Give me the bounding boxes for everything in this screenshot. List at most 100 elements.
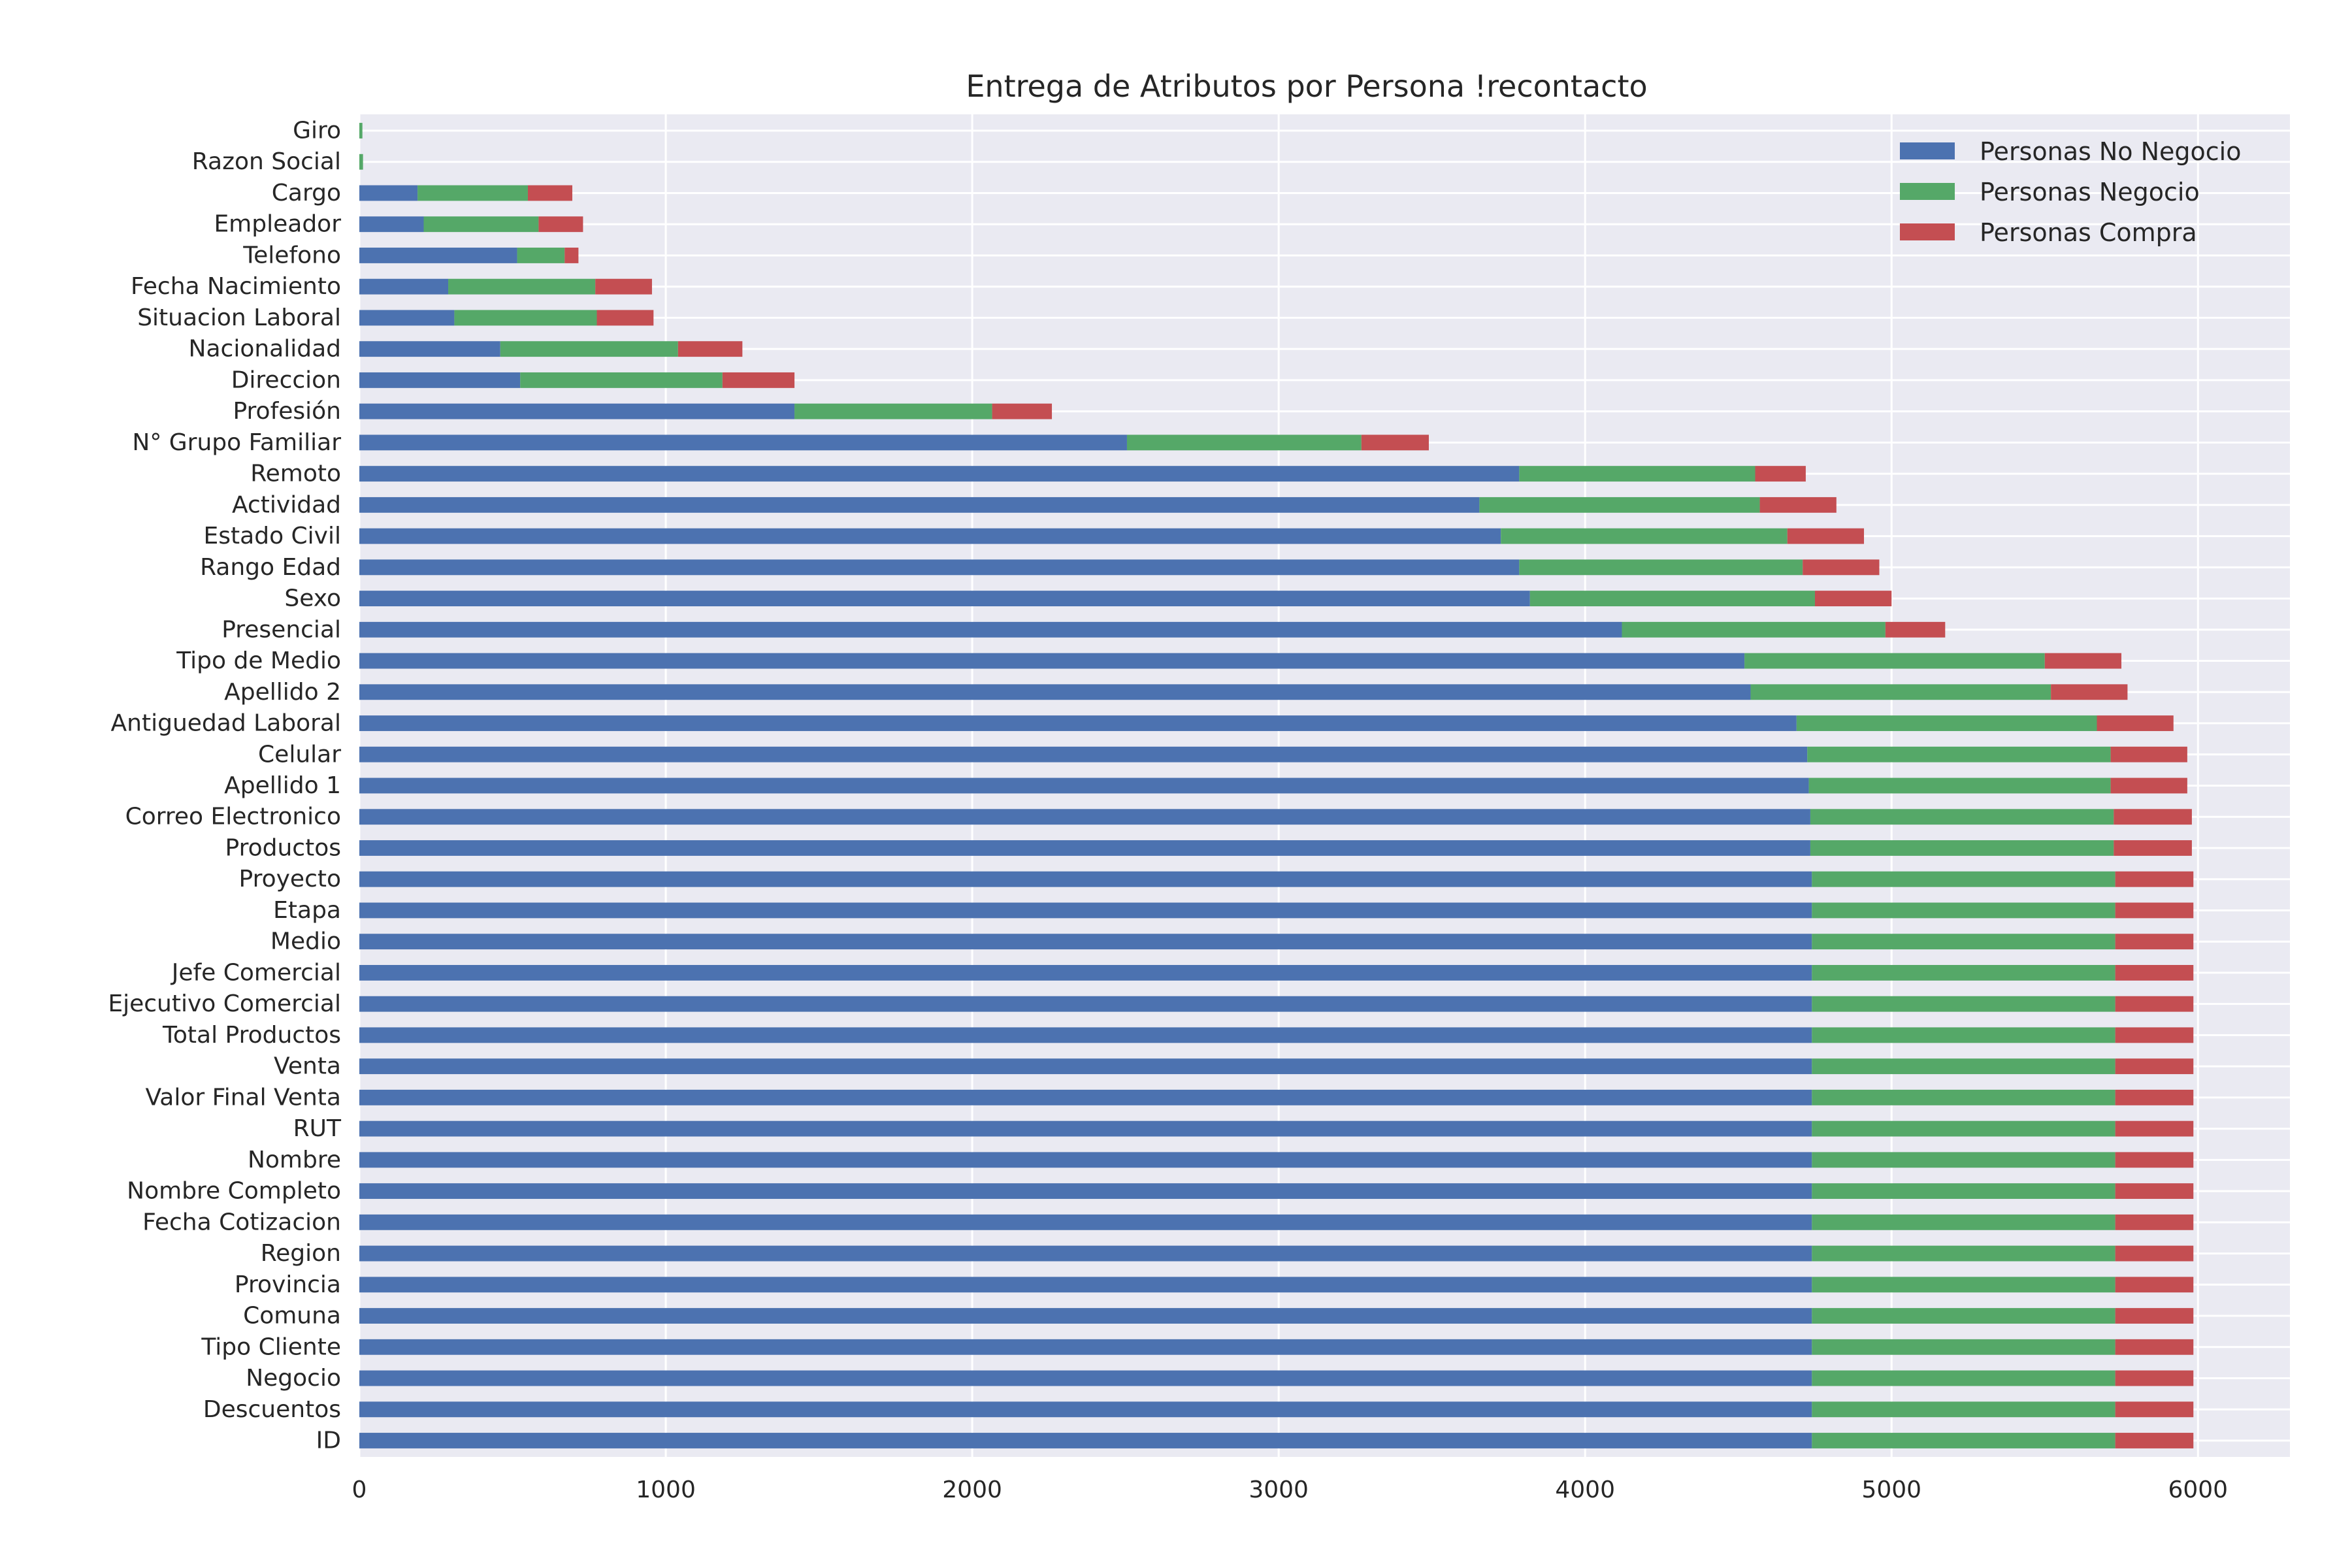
- bar-segment: [359, 1183, 1812, 1200]
- bar-segment: [359, 434, 1127, 451]
- y-tick-label: Region: [261, 1240, 341, 1267]
- bar-segment: [359, 653, 1745, 669]
- bar-segment: [1803, 559, 1880, 576]
- bar-segment: [2110, 777, 2187, 794]
- y-tick-label: Valor Final Venta: [145, 1084, 341, 1111]
- bar-segment: [2115, 1214, 2194, 1230]
- bar-segment: [1361, 434, 1429, 451]
- bar-segment: [359, 154, 363, 170]
- bar-segment: [1479, 497, 1760, 513]
- y-tick-label: Total Productos: [162, 1022, 341, 1049]
- y-tick-label: Apellido 1: [224, 772, 341, 799]
- bar-segment: [595, 278, 652, 295]
- y-tick-label: Celular: [258, 741, 341, 768]
- bar-segment: [2115, 1277, 2194, 1293]
- bar-segment: [359, 216, 424, 233]
- y-tick-label: RUT: [293, 1115, 342, 1142]
- y-tick-label: Antiguedad Laboral: [111, 710, 341, 737]
- y-tick-label: Rango Edad: [200, 554, 341, 581]
- bar-segment: [520, 372, 723, 388]
- bar-segment: [359, 871, 1812, 887]
- y-tick-label: Correo Electronico: [125, 804, 341, 830]
- y-tick-label: Nombre Completo: [127, 1178, 341, 1205]
- bar-segment: [2115, 1183, 2194, 1200]
- bar-segment: [1759, 497, 1837, 513]
- x-tick-label: 3000: [1249, 1477, 1309, 1503]
- bar-segment: [2115, 1308, 2194, 1324]
- bar-segment: [359, 1152, 1812, 1168]
- y-tick-label: Medio: [270, 928, 341, 955]
- bar-segment: [359, 1120, 1812, 1137]
- bar-segment: [2114, 809, 2192, 825]
- y-tick-label: Estado Civil: [204, 523, 341, 549]
- bar-segment: [1812, 1277, 2115, 1293]
- bar-segment: [359, 809, 1810, 825]
- y-tick-label: Razon Social: [192, 148, 341, 175]
- bar-segment: [1812, 1120, 2115, 1137]
- bar-segment: [2115, 934, 2194, 950]
- y-tick-label: Giro: [293, 118, 341, 144]
- bar-segment: [1810, 809, 2114, 825]
- y-tick-label: Venta: [274, 1053, 341, 1080]
- bar-segment: [454, 310, 597, 326]
- bar-segment: [2115, 1339, 2194, 1355]
- bar-segment: [359, 559, 1520, 576]
- bar-segment: [359, 1214, 1812, 1230]
- bar-segment: [1787, 528, 1865, 544]
- bar-segment: [564, 248, 579, 263]
- bar-segment: [359, 248, 517, 263]
- x-tick-label: 2000: [942, 1477, 1002, 1503]
- y-tick-label: N° Grupo Familiar: [132, 429, 341, 456]
- y-tick-label: Direccion: [231, 367, 341, 393]
- bar-segment: [359, 1308, 1812, 1324]
- bar-segment: [359, 372, 521, 388]
- bar-segment: [2115, 1245, 2194, 1262]
- bar-segment: [1812, 1339, 2115, 1355]
- y-tick-label: ID: [316, 1428, 341, 1454]
- bar-segment: [359, 1027, 1812, 1043]
- bar-segment: [1622, 621, 1886, 638]
- bar-segment: [2115, 871, 2194, 887]
- bar-segment: [359, 185, 418, 201]
- bar-segment: [1812, 1370, 2115, 1386]
- bar-segment: [1812, 1433, 2115, 1448]
- bar-segment: [1529, 591, 1815, 607]
- bar-segment: [1812, 1058, 2115, 1075]
- bar-segment: [2110, 746, 2187, 762]
- bar-segment: [359, 1245, 1812, 1262]
- y-tick-label: Telefono: [242, 242, 341, 269]
- y-tick-label: Sexo: [284, 585, 341, 612]
- bar-segment: [1810, 840, 2114, 856]
- bar-segment: [1812, 1245, 2115, 1262]
- bar-segment: [359, 1433, 1812, 1448]
- y-tick-label: Provincia: [235, 1271, 341, 1298]
- bar-segment: [359, 964, 1812, 981]
- bar-segment: [538, 216, 583, 233]
- bar-segment: [359, 341, 500, 357]
- bar-segment: [2114, 840, 2192, 856]
- y-tick-label: Empleador: [214, 211, 341, 238]
- bar-segment: [1812, 1401, 2115, 1418]
- bar-segment: [359, 591, 1530, 607]
- bar-segment: [722, 372, 795, 388]
- y-tick-label: Jefe Comercial: [171, 959, 341, 986]
- bar-segment: [359, 497, 1480, 513]
- bar-segment: [1885, 621, 1946, 638]
- legend: Personas No Negocio Personas Negocio Perso…: [1900, 137, 2241, 247]
- bar-segment: [359, 278, 449, 295]
- y-axis-labels: Giro Razon Social Cargo Empleador Telefono Fe…: [108, 118, 342, 1454]
- x-tick-label: 6000: [2168, 1477, 2228, 1503]
- legend-swatch: [1900, 183, 1955, 200]
- bar-segment: [1519, 466, 1756, 482]
- bar-segment: [1501, 528, 1788, 544]
- bar-segment: [2115, 1058, 2194, 1075]
- chart-title: Entrega de Atributos por Persona !recont…: [966, 69, 1647, 104]
- bar-segment: [2051, 684, 2128, 700]
- bar-segment: [2044, 653, 2122, 669]
- y-tick-label: Presencial: [221, 616, 341, 643]
- bar-segment: [2115, 1089, 2194, 1105]
- bar-segment: [1808, 777, 2111, 794]
- bar-segment: [1812, 1089, 2115, 1105]
- bar-segment: [359, 996, 1812, 1012]
- x-axis-labels: 0 1000 2000 3000 4000 5000 6000: [352, 1477, 2229, 1503]
